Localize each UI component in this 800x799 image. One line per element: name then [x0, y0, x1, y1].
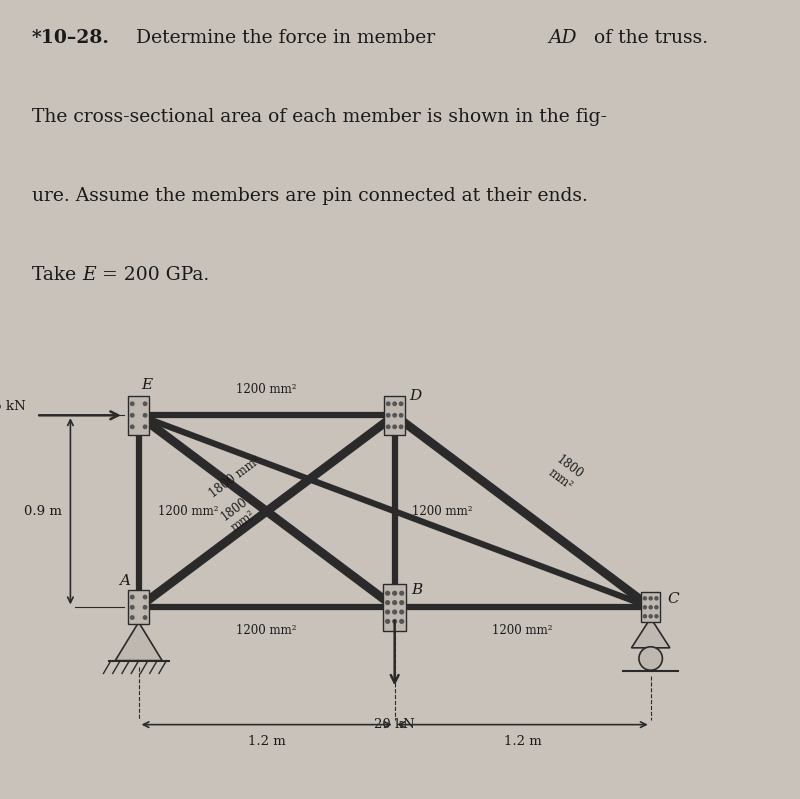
Circle shape — [143, 402, 146, 405]
Text: 1800 mm²: 1800 mm² — [206, 454, 262, 500]
Circle shape — [386, 402, 390, 405]
Circle shape — [655, 597, 658, 600]
Text: ure. Assume the members are pin connected at their ends.: ure. Assume the members are pin connecte… — [32, 187, 588, 205]
Circle shape — [386, 591, 390, 595]
Circle shape — [643, 614, 646, 618]
Text: B: B — [412, 582, 423, 597]
Text: 1800
mm²: 1800 mm² — [218, 495, 259, 535]
Text: *10–28.: *10–28. — [32, 29, 110, 47]
Circle shape — [143, 595, 146, 598]
Text: 1.2 m: 1.2 m — [248, 735, 286, 749]
Text: 1200 mm²: 1200 mm² — [412, 505, 472, 518]
Circle shape — [399, 402, 402, 405]
Circle shape — [130, 425, 134, 428]
Polygon shape — [115, 622, 162, 661]
Bar — [384, 396, 406, 435]
Circle shape — [143, 414, 146, 417]
Circle shape — [399, 414, 402, 417]
Circle shape — [649, 597, 652, 600]
Polygon shape — [631, 618, 670, 648]
Bar — [641, 592, 660, 622]
Text: C: C — [668, 592, 679, 606]
Circle shape — [130, 606, 134, 609]
Bar — [128, 590, 150, 624]
Text: 25 kN: 25 kN — [0, 400, 26, 413]
Circle shape — [130, 616, 134, 619]
Circle shape — [393, 414, 396, 417]
Text: 1200 mm²: 1200 mm² — [237, 624, 297, 638]
Circle shape — [643, 606, 646, 609]
Circle shape — [143, 425, 146, 428]
Bar — [128, 396, 150, 435]
Text: 1800
mm²: 1800 mm² — [545, 453, 586, 493]
Circle shape — [400, 591, 403, 595]
Circle shape — [393, 619, 397, 623]
Text: of the truss.: of the truss. — [588, 29, 708, 47]
Circle shape — [393, 601, 397, 605]
Text: Determine the force in member: Determine the force in member — [124, 29, 441, 47]
Text: 1200 mm²: 1200 mm² — [158, 505, 218, 518]
Circle shape — [130, 402, 134, 405]
Text: AD: AD — [548, 29, 577, 47]
Circle shape — [400, 601, 403, 605]
Circle shape — [649, 606, 652, 609]
Text: = 200 GPa.: = 200 GPa. — [96, 266, 210, 284]
Text: A: A — [119, 574, 130, 588]
Text: 20 kN: 20 kN — [374, 718, 415, 731]
Text: Take: Take — [32, 266, 82, 284]
Text: 1200 mm²: 1200 mm² — [237, 383, 297, 396]
Text: 0.9 m: 0.9 m — [24, 505, 62, 518]
Circle shape — [393, 610, 397, 614]
Circle shape — [143, 616, 146, 619]
Circle shape — [386, 619, 390, 623]
Text: E: E — [82, 266, 96, 284]
Circle shape — [130, 414, 134, 417]
Circle shape — [386, 610, 390, 614]
Circle shape — [400, 610, 403, 614]
Circle shape — [639, 646, 662, 670]
Bar — [383, 584, 406, 630]
Circle shape — [143, 606, 146, 609]
Text: D: D — [410, 388, 422, 403]
Circle shape — [649, 614, 652, 618]
Text: E: E — [141, 378, 152, 392]
Circle shape — [130, 595, 134, 598]
Circle shape — [386, 414, 390, 417]
Circle shape — [386, 425, 390, 428]
Circle shape — [643, 597, 646, 600]
Text: The cross-sectional area of each member is shown in the fig-: The cross-sectional area of each member … — [32, 108, 607, 126]
Circle shape — [655, 606, 658, 609]
Circle shape — [400, 619, 403, 623]
Circle shape — [393, 425, 396, 428]
Text: 1200 mm²: 1200 mm² — [493, 624, 553, 638]
Circle shape — [386, 601, 390, 605]
Circle shape — [399, 425, 402, 428]
Text: 1.2 m: 1.2 m — [504, 735, 542, 749]
Circle shape — [393, 402, 396, 405]
Circle shape — [393, 591, 397, 595]
Circle shape — [655, 614, 658, 618]
